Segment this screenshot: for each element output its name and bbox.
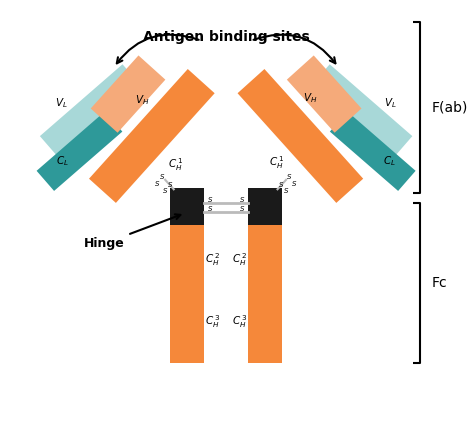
Polygon shape [91, 55, 165, 133]
Polygon shape [312, 64, 413, 156]
Text: S: S [240, 197, 244, 203]
Text: S: S [287, 174, 291, 180]
Text: Hinge: Hinge [84, 214, 180, 250]
Text: S: S [291, 181, 296, 187]
Text: S: S [279, 181, 284, 187]
Text: $C_H^{\,2}$: $C_H^{\,2}$ [205, 252, 220, 268]
Bar [170, 222, 204, 362]
Text: S: S [240, 206, 244, 212]
Text: $C_H^{\,1}$: $C_H^{\,1}$ [269, 154, 284, 171]
Text: S: S [208, 197, 212, 203]
Polygon shape [287, 55, 362, 133]
Text: S: S [168, 181, 172, 187]
Text: S: S [208, 206, 212, 212]
Text: $C_H^{\,3}$: $C_H^{\,3}$ [205, 313, 220, 330]
Text: $C_H^{\,3}$: $C_H^{\,3}$ [232, 313, 247, 330]
Polygon shape [237, 69, 363, 203]
Text: $V_L$: $V_L$ [55, 97, 67, 111]
Text: $V_L$: $V_L$ [385, 97, 397, 111]
Text: $C_L$: $C_L$ [56, 154, 69, 168]
Text: S: S [163, 188, 168, 194]
Polygon shape [37, 111, 122, 191]
Polygon shape [40, 64, 140, 156]
Text: $C_H^{\,2}$: $C_H^{\,2}$ [232, 252, 247, 268]
Text: $C_L$: $C_L$ [383, 154, 396, 168]
Bar [248, 222, 282, 362]
Bar [170, 188, 204, 224]
Text: S: S [284, 188, 288, 194]
Text: Antigen binding sites: Antigen binding sites [143, 30, 310, 44]
Text: Fc: Fc [432, 276, 447, 289]
Polygon shape [89, 69, 215, 203]
Text: $V_H$: $V_H$ [135, 93, 150, 107]
Text: $V_H$: $V_H$ [303, 91, 317, 105]
Bar [248, 188, 282, 224]
Text: F(ab): F(ab) [432, 100, 468, 114]
Text: S: S [160, 174, 165, 180]
Polygon shape [330, 111, 416, 191]
Text: S: S [155, 181, 160, 187]
Text: $C_H^{\,1}$: $C_H^{\,1}$ [168, 156, 183, 173]
